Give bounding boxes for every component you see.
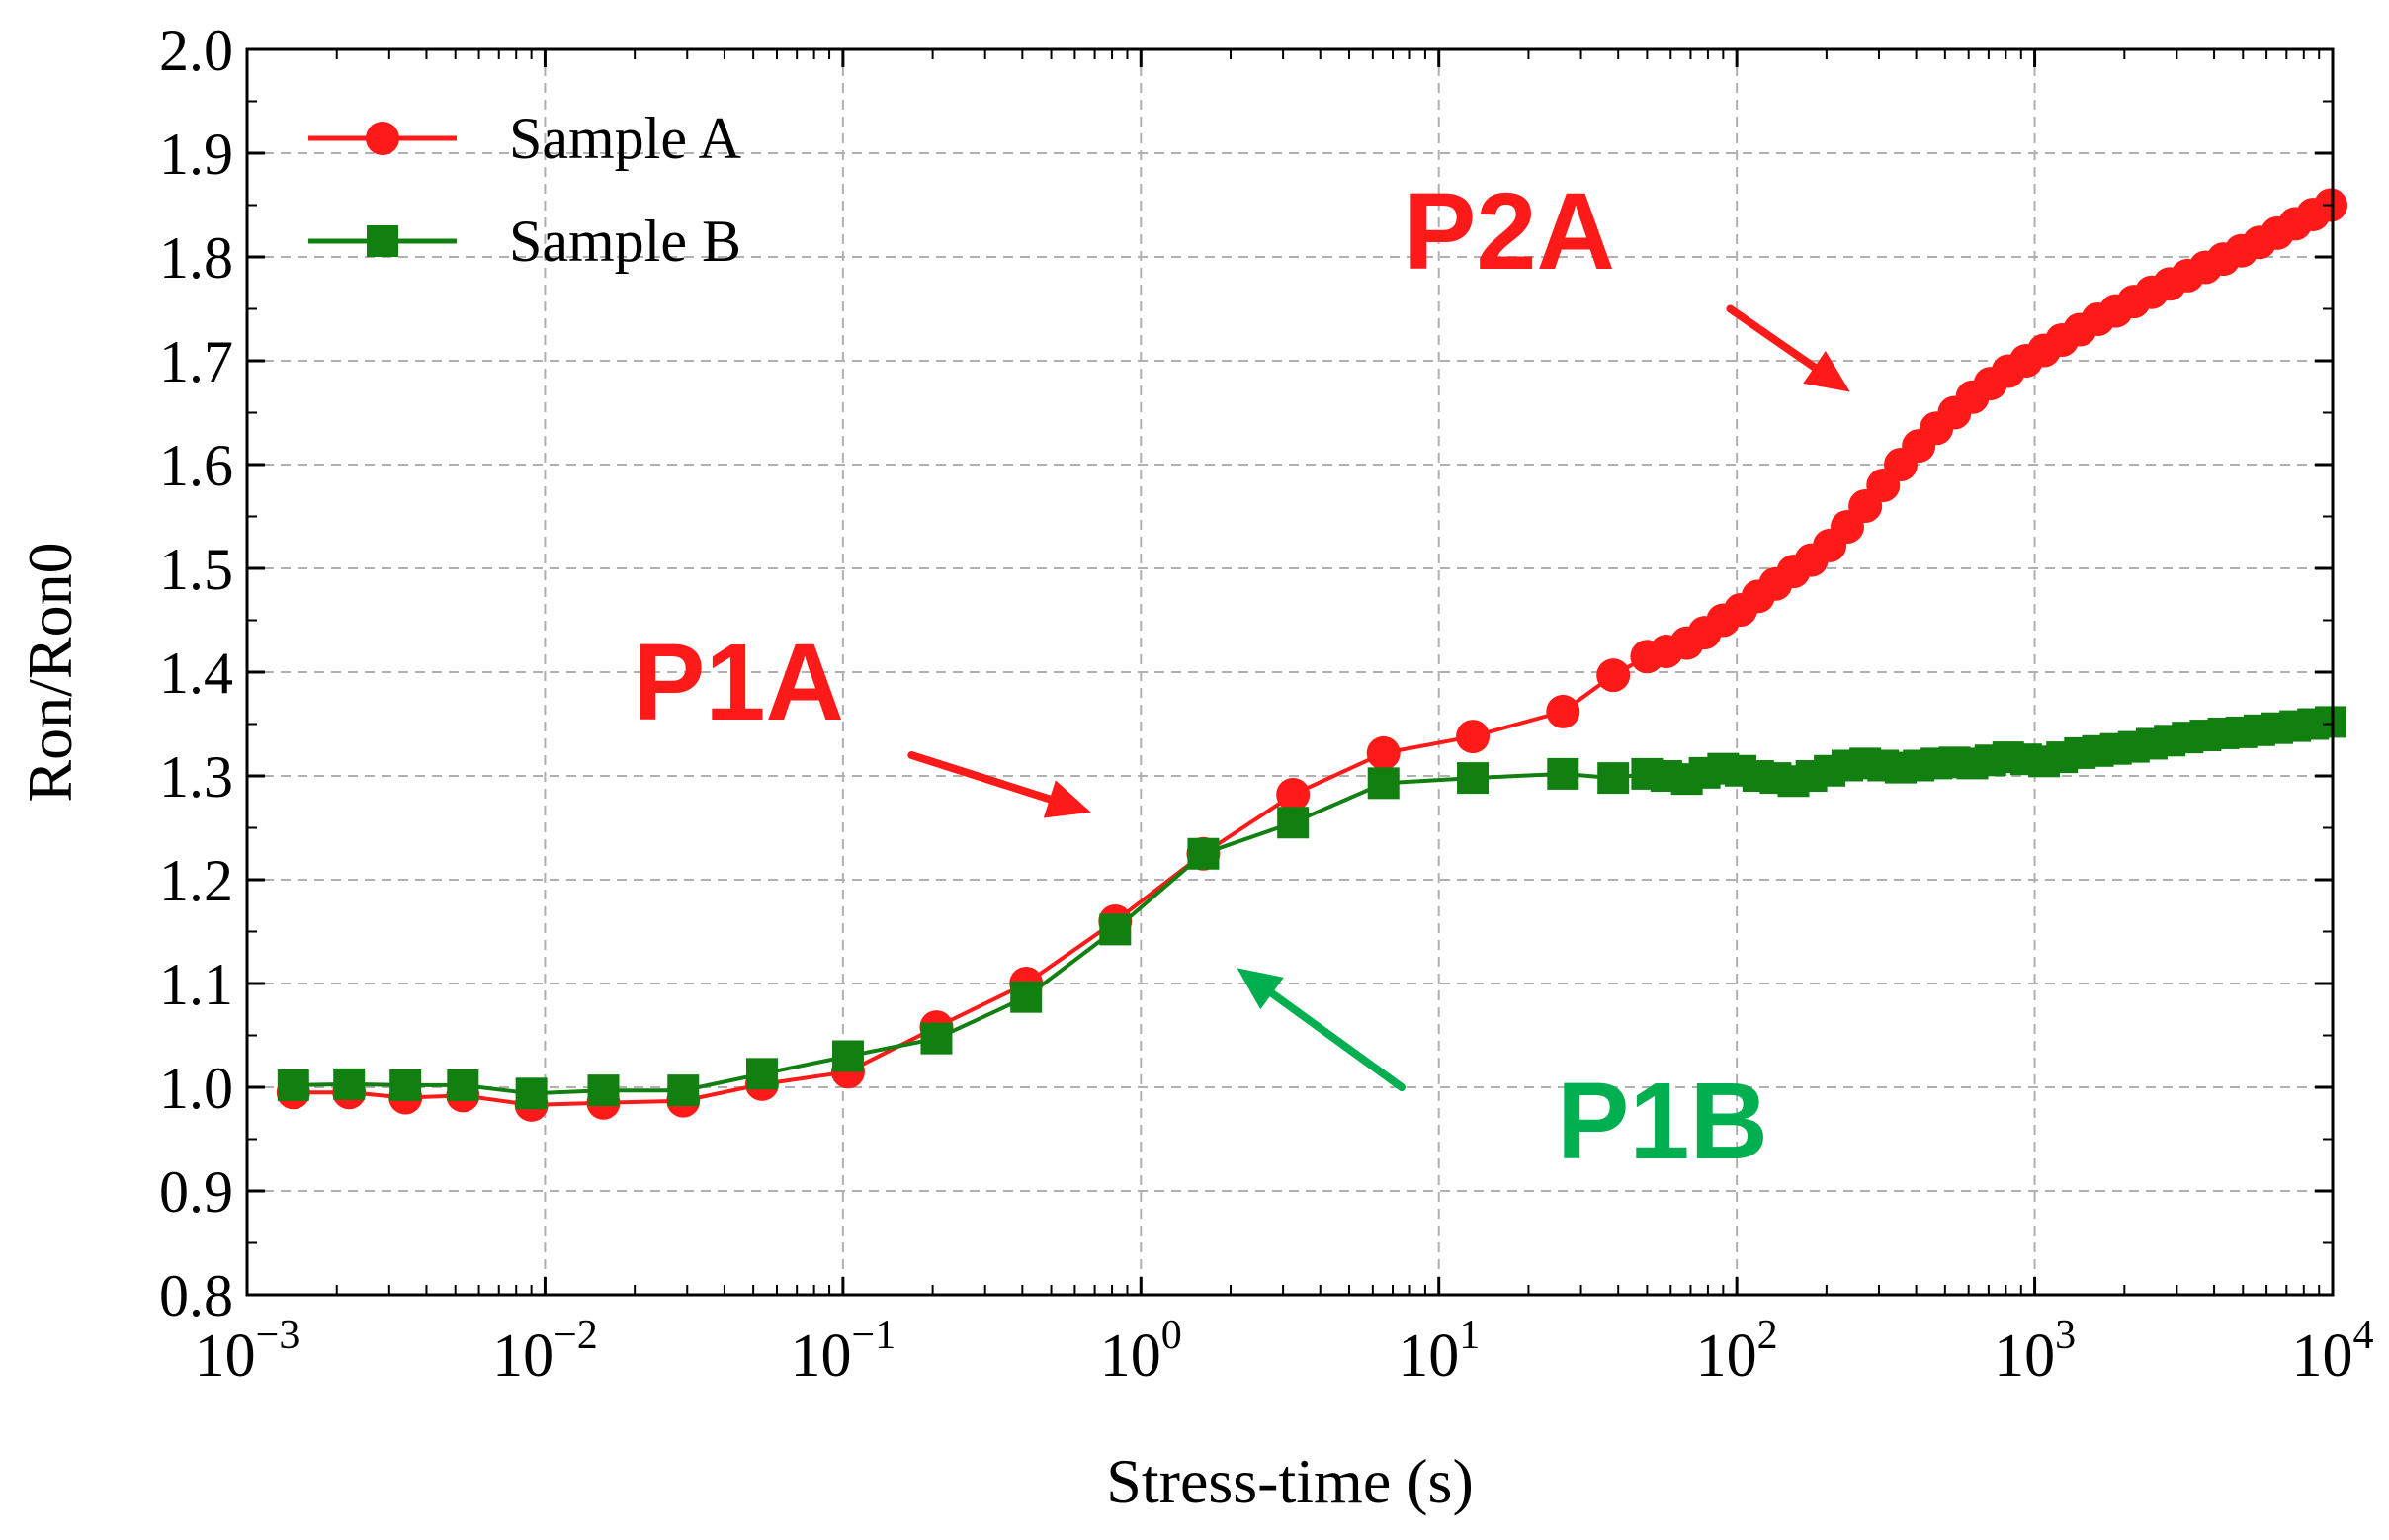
y-tick-label: 1.0 (159, 1056, 233, 1121)
x-axis-label: Stress-time (s) (1106, 1446, 1474, 1516)
sample-b-point (1099, 913, 1132, 946)
sample-b-point (2315, 706, 2347, 738)
annotation-label: P1B (1557, 1061, 1768, 1182)
sample-b-line (293, 720, 2332, 1096)
sample-a-point (1546, 694, 1580, 728)
series-layer (276, 188, 2348, 1122)
sample-b-point (447, 1069, 479, 1101)
legend-marker (366, 122, 399, 155)
annotation-arrow-head (1803, 351, 1850, 392)
sample-b-point (1367, 767, 1400, 800)
y-tick-label: 0.8 (159, 1263, 233, 1328)
series-sample-a (276, 188, 2348, 1122)
x-tick-label: 10−2 (492, 1313, 598, 1390)
annotation-arrow-shaft (907, 751, 1054, 804)
sample-a-point (1456, 720, 1491, 754)
annotation-arrow-head (1043, 780, 1091, 818)
sample-b-point (667, 1074, 700, 1107)
annotation-label: P2A (1404, 171, 1615, 293)
sample-b-point (831, 1040, 864, 1072)
annotation-p1b: P1B (1237, 968, 1768, 1182)
annotation-label: P1A (633, 622, 844, 743)
legend-item-sample-b: Sample B (308, 209, 741, 274)
y-tick-label: 2.0 (159, 18, 233, 83)
x-tick-label: 104 (2292, 1313, 2374, 1390)
sample-b-point (277, 1069, 309, 1101)
x-tick-label: 100 (1100, 1313, 1182, 1390)
y-tick-label: 1.8 (159, 225, 233, 291)
annotation-layer: P2A P1A P1B (633, 171, 1850, 1182)
sample-b-point (1597, 762, 1630, 795)
annotation-p1a: P1A (633, 622, 1091, 818)
sample-b-point (1457, 762, 1490, 795)
legend-marker (367, 225, 398, 257)
sample-b-point (920, 1022, 953, 1055)
y-tick-label: 1.3 (159, 744, 233, 810)
y-tick-label: 1.4 (159, 641, 233, 706)
x-tick-label: 103 (1994, 1313, 2076, 1390)
y-tick-label: 1.6 (159, 433, 233, 498)
y-axis-label: Ron/Ron0 (15, 542, 85, 802)
sample-b-point (745, 1058, 778, 1090)
legend-label: Sample B (509, 209, 741, 274)
sample-b-point (333, 1068, 366, 1100)
tick-layer: 10−3 10−2 10−1 100 101 102 103 104 0.8 0.9 1.0 1.1 1… (159, 18, 2374, 1390)
annotation-p2a: P2A (1404, 171, 1850, 392)
sample-b-point (515, 1077, 548, 1110)
legend-label: Sample A (509, 106, 741, 171)
sample-a-point (1276, 777, 1311, 812)
sample-b-point (587, 1074, 620, 1107)
x-tick-label: 10−3 (195, 1313, 300, 1390)
sample-b-point (1547, 757, 1579, 790)
legend: Sample A Sample B (308, 106, 741, 274)
annotation-arrow-shaft (1268, 989, 1407, 1091)
sample-b-point (1187, 837, 1220, 870)
legend-item-sample-a: Sample A (308, 106, 741, 171)
sample-b-point (389, 1069, 422, 1101)
annotation-arrow-head (1237, 968, 1284, 1010)
sample-b-point (1010, 981, 1043, 1013)
sample-b-point (1277, 807, 1310, 839)
y-tick-label: 1.2 (159, 848, 233, 913)
sample-a-line (293, 203, 2332, 1107)
sample-a-point (1596, 658, 1631, 693)
y-tick-label: 1.1 (159, 952, 233, 1017)
sample-a-point (1366, 735, 1401, 770)
y-tick-label: 1.7 (159, 329, 233, 394)
x-tick-label: 10−1 (791, 1313, 896, 1390)
y-tick-label: 1.9 (159, 122, 233, 187)
y-tick-label: 1.5 (159, 537, 233, 602)
y-tick-label: 0.9 (159, 1159, 233, 1225)
annotation-arrow-shaft (1726, 304, 1819, 372)
x-tick-label: 101 (1398, 1313, 1480, 1390)
x-tick-label: 102 (1696, 1313, 1778, 1390)
series-sample-b (277, 706, 2347, 1110)
grid-layer (247, 49, 2333, 1295)
